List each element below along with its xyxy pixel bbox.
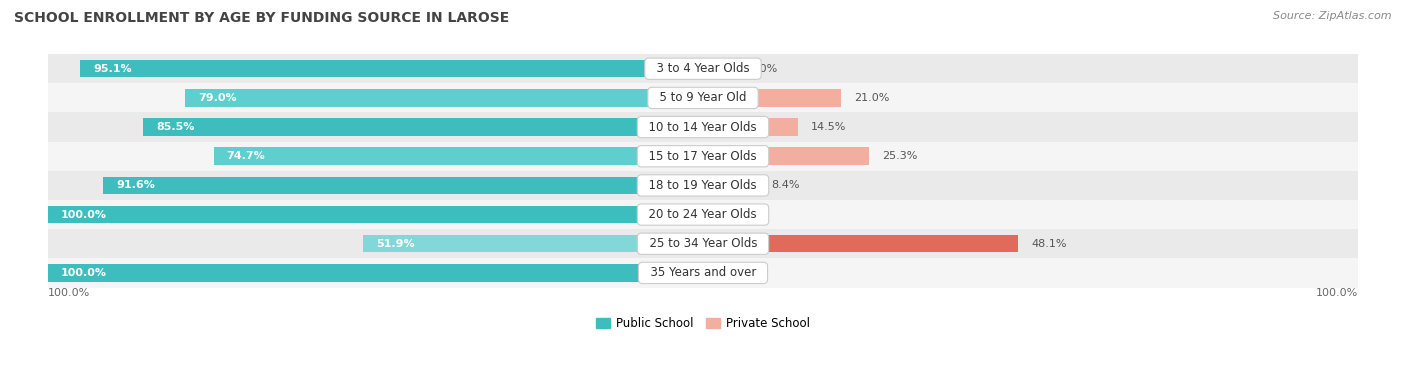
Text: 3 to 4 Year Olds: 3 to 4 Year Olds [650, 62, 756, 75]
Bar [703, 60, 735, 78]
Text: 74.7%: 74.7% [226, 151, 266, 161]
Text: 35 Years and over: 35 Years and over [643, 267, 763, 279]
Text: 10 to 14 Year Olds: 10 to 14 Year Olds [641, 121, 765, 133]
Text: 5 to 9 Year Old: 5 to 9 Year Old [652, 91, 754, 104]
Text: 14.5%: 14.5% [811, 122, 846, 132]
Text: 5.0%: 5.0% [749, 64, 778, 74]
Bar [48, 206, 703, 223]
Bar [48, 200, 1358, 229]
Bar [48, 54, 1358, 83]
Text: 100.0%: 100.0% [60, 268, 107, 278]
Text: 21.0%: 21.0% [853, 93, 889, 103]
Text: 85.5%: 85.5% [156, 122, 194, 132]
Bar [703, 89, 841, 107]
Text: 25 to 34 Year Olds: 25 to 34 Year Olds [641, 237, 765, 250]
Text: Source: ZipAtlas.com: Source: ZipAtlas.com [1274, 11, 1392, 21]
Bar [48, 112, 1358, 142]
Text: 51.9%: 51.9% [375, 239, 415, 249]
Text: 0.0%: 0.0% [716, 210, 744, 219]
Bar [48, 229, 1358, 258]
Bar [48, 171, 1358, 200]
Bar [703, 147, 869, 165]
Text: 100.0%: 100.0% [1316, 288, 1358, 298]
Bar [143, 118, 703, 136]
Bar [703, 177, 758, 194]
Text: 25.3%: 25.3% [882, 151, 917, 161]
Bar [48, 142, 1358, 171]
Text: 20 to 24 Year Olds: 20 to 24 Year Olds [641, 208, 765, 221]
Text: 15 to 17 Year Olds: 15 to 17 Year Olds [641, 150, 765, 163]
Bar [48, 264, 703, 282]
Text: 18 to 19 Year Olds: 18 to 19 Year Olds [641, 179, 765, 192]
Bar [214, 147, 703, 165]
Bar [103, 177, 703, 194]
Bar [80, 60, 703, 78]
Bar [363, 235, 703, 253]
Bar [48, 258, 1358, 288]
Text: SCHOOL ENROLLMENT BY AGE BY FUNDING SOURCE IN LAROSE: SCHOOL ENROLLMENT BY AGE BY FUNDING SOUR… [14, 11, 509, 25]
Bar [186, 89, 703, 107]
Text: 8.4%: 8.4% [770, 181, 800, 190]
Text: 100.0%: 100.0% [48, 288, 90, 298]
Text: 79.0%: 79.0% [198, 93, 238, 103]
Text: 0.0%: 0.0% [716, 268, 744, 278]
Text: 95.1%: 95.1% [93, 64, 132, 74]
Text: 91.6%: 91.6% [115, 181, 155, 190]
Text: 48.1%: 48.1% [1031, 239, 1067, 249]
Bar [703, 118, 799, 136]
Bar [703, 235, 1018, 253]
Legend: Public School, Private School: Public School, Private School [592, 313, 814, 335]
Text: 100.0%: 100.0% [60, 210, 107, 219]
Bar [48, 83, 1358, 112]
